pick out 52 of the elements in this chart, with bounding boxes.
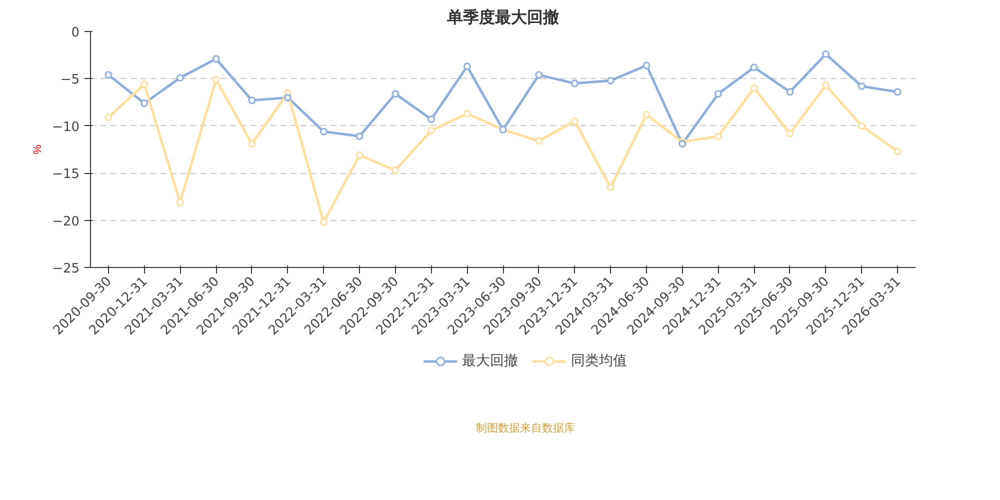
legend-label: 最大回撤 — [462, 352, 518, 370]
point — [750, 84, 758, 92]
point — [176, 74, 184, 82]
point — [570, 80, 578, 88]
point — [642, 62, 650, 70]
point — [822, 50, 830, 58]
point — [428, 126, 436, 134]
point — [104, 71, 112, 79]
point — [714, 132, 722, 140]
text: 制图数据来自数据库 — [476, 422, 575, 435]
point — [786, 88, 794, 96]
point — [750, 64, 758, 72]
y-tick-label: −10 — [52, 120, 80, 135]
point — [570, 117, 578, 125]
point — [212, 76, 220, 84]
point — [858, 82, 866, 90]
point — [176, 198, 184, 206]
point — [248, 96, 256, 104]
y-tick-label: 0 — [71, 26, 80, 40]
point — [822, 82, 830, 90]
point — [392, 166, 400, 174]
point — [140, 80, 148, 88]
point — [212, 55, 220, 63]
point — [392, 90, 400, 98]
point — [786, 130, 794, 138]
point — [535, 71, 543, 79]
point — [894, 148, 902, 156]
point — [463, 62, 471, 70]
point — [606, 76, 614, 84]
y-tick-label: −5 — [60, 72, 80, 88]
point — [535, 137, 543, 145]
point — [320, 128, 328, 136]
chart-title: 单季度最大回撤 — [446, 8, 559, 26]
point — [284, 94, 292, 102]
point — [894, 88, 902, 96]
point — [858, 122, 866, 130]
point — [642, 110, 650, 118]
point — [463, 110, 471, 118]
point — [356, 151, 364, 159]
y-tick-label: −25 — [52, 262, 80, 276]
point — [140, 100, 148, 107]
legend-label: 同类均值 — [571, 352, 627, 370]
point — [248, 140, 256, 148]
point — [606, 184, 614, 192]
point — [104, 114, 112, 122]
point — [356, 132, 364, 140]
y-axis-title: % — [32, 144, 44, 154]
point — [320, 218, 328, 226]
point — [714, 90, 722, 98]
y-tick-label: −15 — [52, 167, 80, 182]
y-tick-label: −20 — [52, 214, 80, 230]
point — [428, 116, 436, 124]
